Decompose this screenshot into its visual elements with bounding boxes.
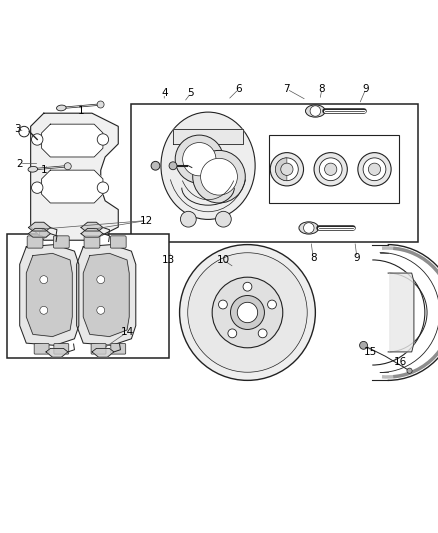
Text: 7: 7 [283,84,290,94]
Circle shape [270,152,304,186]
FancyBboxPatch shape [53,236,69,248]
Circle shape [228,329,237,338]
Text: 5: 5 [187,88,194,99]
Text: 1: 1 [40,165,47,175]
Circle shape [215,211,231,227]
Polygon shape [173,128,243,144]
Polygon shape [26,253,72,336]
FancyBboxPatch shape [91,344,106,354]
Text: 13: 13 [162,255,175,265]
Text: 9: 9 [362,84,369,94]
Circle shape [19,126,29,137]
Circle shape [180,245,315,381]
Polygon shape [31,113,118,240]
Text: 4: 4 [161,88,168,99]
Circle shape [219,300,227,309]
Circle shape [97,306,105,314]
Circle shape [276,158,298,181]
Ellipse shape [161,112,255,220]
Polygon shape [81,222,103,231]
Polygon shape [77,245,136,345]
Text: 9: 9 [353,253,360,263]
FancyBboxPatch shape [34,344,49,354]
Circle shape [319,158,342,181]
Text: 16: 16 [394,357,407,367]
Circle shape [175,135,223,183]
Circle shape [310,106,321,116]
Polygon shape [28,222,50,231]
Circle shape [169,162,177,169]
FancyBboxPatch shape [84,236,100,248]
Text: 1: 1 [78,106,85,116]
Ellipse shape [305,105,325,117]
Ellipse shape [299,222,318,234]
Text: 6: 6 [235,84,242,94]
Circle shape [97,134,109,145]
Text: 8: 8 [318,84,325,94]
FancyBboxPatch shape [27,236,43,248]
Polygon shape [42,170,103,203]
Text: 8: 8 [310,253,317,263]
FancyBboxPatch shape [110,236,126,248]
Text: 15: 15 [364,347,377,357]
Circle shape [188,253,307,372]
Bar [131,104,418,243]
Bar [269,135,399,203]
Circle shape [97,101,104,108]
Polygon shape [81,229,103,237]
Text: 3: 3 [14,124,21,134]
Polygon shape [28,229,50,237]
Polygon shape [83,253,129,336]
Circle shape [325,163,337,175]
Circle shape [97,182,109,193]
Circle shape [268,300,276,309]
Ellipse shape [57,105,66,111]
Text: 2: 2 [16,159,23,168]
Circle shape [230,295,265,329]
Circle shape [258,329,267,338]
Text: 14: 14 [120,327,134,337]
Circle shape [281,163,293,175]
FancyBboxPatch shape [54,344,69,354]
Circle shape [201,158,237,195]
Ellipse shape [28,166,38,172]
Circle shape [304,223,314,233]
Polygon shape [20,245,79,345]
Circle shape [183,142,216,176]
Circle shape [40,306,48,314]
Circle shape [407,368,412,374]
Circle shape [39,229,48,238]
Circle shape [363,158,386,181]
Circle shape [368,163,381,175]
FancyBboxPatch shape [111,344,126,354]
Circle shape [32,134,43,145]
Circle shape [180,211,196,227]
Circle shape [97,276,105,284]
Circle shape [32,182,43,193]
Circle shape [314,152,347,186]
Bar [7,233,169,359]
Circle shape [243,282,252,291]
Wedge shape [276,158,287,181]
Polygon shape [390,273,414,352]
Circle shape [237,302,258,322]
Circle shape [193,150,245,203]
Text: 12: 12 [140,215,153,225]
Polygon shape [42,124,103,157]
Circle shape [64,163,71,169]
Circle shape [40,276,48,284]
Polygon shape [92,349,114,357]
Circle shape [151,161,160,170]
Circle shape [358,152,391,186]
Polygon shape [46,349,68,357]
Circle shape [212,277,283,348]
Circle shape [360,342,367,349]
Text: 10: 10 [217,255,230,265]
